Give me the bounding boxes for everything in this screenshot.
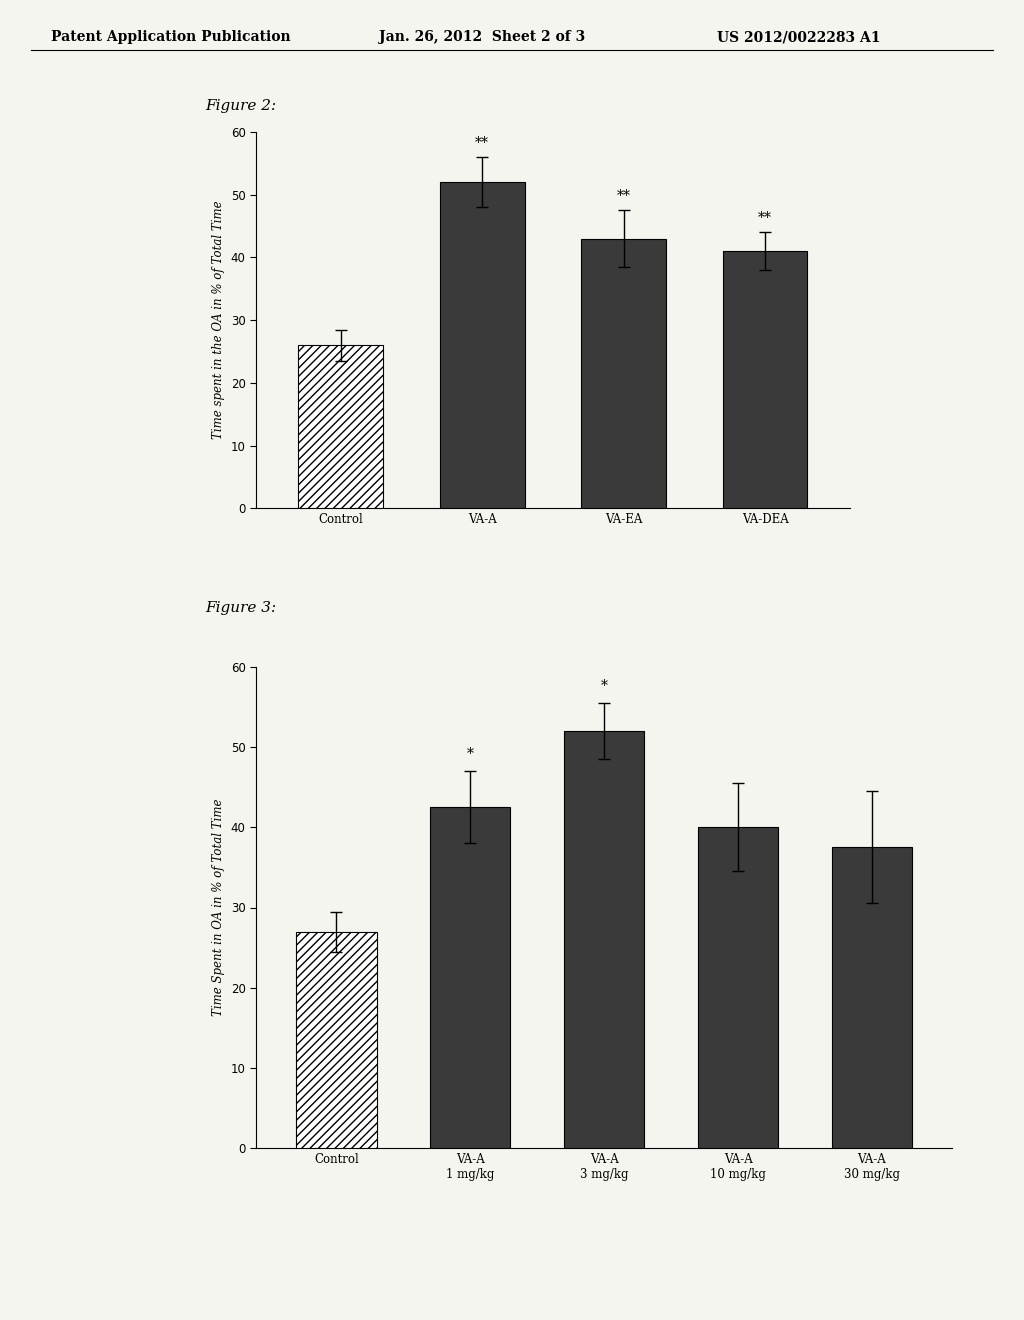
Text: **: ** [758,211,772,224]
Text: Figure 3:: Figure 3: [205,601,275,615]
Y-axis label: Time Spent in OA in % of Total Time: Time Spent in OA in % of Total Time [212,799,225,1016]
Text: *: * [601,678,607,693]
Bar [440,182,524,508]
Bar [296,932,377,1148]
Bar [723,251,808,508]
Text: Figure 2:: Figure 2: [205,99,275,114]
Bar [831,847,912,1148]
Text: **: ** [475,136,489,149]
Text: Jan. 26, 2012  Sheet 2 of 3: Jan. 26, 2012 Sheet 2 of 3 [379,30,585,45]
Text: **: ** [616,189,631,203]
Text: Patent Application Publication: Patent Application Publication [51,30,291,45]
Bar [582,239,666,508]
Bar [430,807,510,1148]
Bar [564,731,644,1148]
Y-axis label: Time spent in the OA in % of Total Time: Time spent in the OA in % of Total Time [212,201,225,440]
Bar [698,828,778,1148]
Bar [298,346,383,508]
Text: *: * [467,747,474,762]
Text: US 2012/0022283 A1: US 2012/0022283 A1 [717,30,881,45]
